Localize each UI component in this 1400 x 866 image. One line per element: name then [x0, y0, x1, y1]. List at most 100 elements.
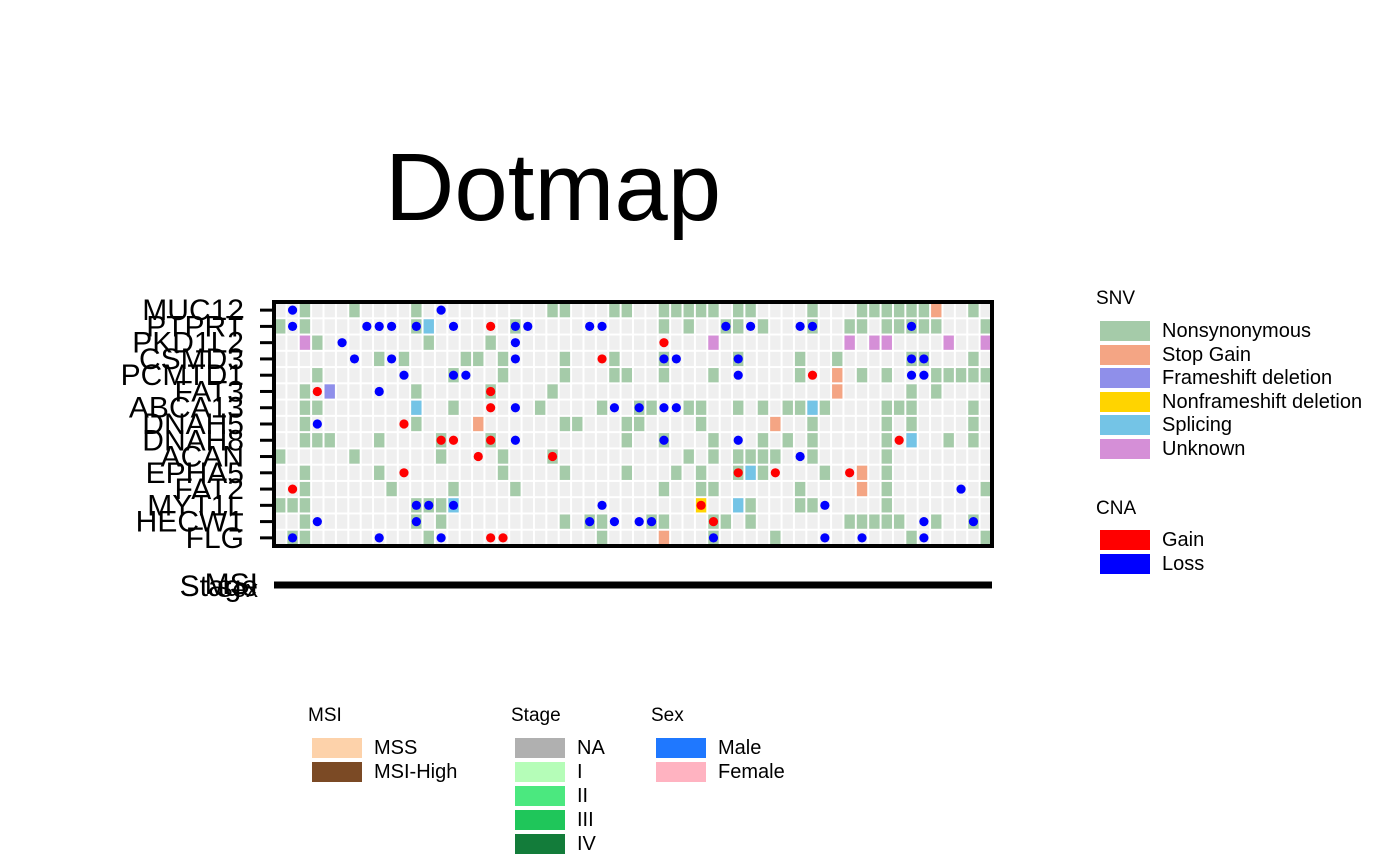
cell-background	[634, 335, 645, 350]
snv-tile-HECW1	[931, 514, 942, 529]
legend-snv-label: Splicing	[1162, 414, 1233, 437]
cell-background	[374, 416, 385, 432]
legend-sex-swatch	[656, 738, 706, 758]
cell-background	[572, 514, 583, 529]
snv-tile-HECW1	[435, 514, 447, 529]
cell-background	[596, 303, 608, 318]
cna-dot-PCMTD1	[919, 370, 929, 380]
cell-background	[832, 303, 843, 318]
legend-sex-label: Male	[718, 737, 762, 759]
cell-background	[473, 514, 484, 529]
cna-dot-HECW1	[411, 517, 421, 527]
cell-background	[757, 416, 769, 432]
cell-background	[968, 449, 979, 464]
cell-background	[807, 514, 818, 529]
cell-background	[609, 465, 620, 480]
cell-background	[584, 384, 595, 399]
cell-background	[844, 368, 855, 383]
snv-tile-PTPRT	[931, 319, 942, 334]
legend-stage-label: II	[577, 785, 589, 807]
cell-background	[832, 335, 843, 350]
gene-label-ACAN: ACAN	[161, 441, 244, 474]
cell-background	[955, 514, 967, 529]
cell-background	[918, 465, 930, 480]
snv-tile-PCMTD1	[559, 368, 571, 383]
snv-tile-HECW1	[745, 514, 756, 529]
snv-tile-ABCA13	[906, 400, 917, 415]
cell-background	[646, 303, 657, 318]
snv-tile-ABCA13	[968, 400, 979, 415]
cell-background	[460, 335, 472, 350]
cell-background	[807, 384, 818, 399]
legend-stage-swatch	[515, 738, 565, 758]
snv-tile-FAT2	[708, 481, 719, 497]
cell-background	[411, 449, 422, 464]
cell-background	[534, 449, 546, 464]
cell-background	[275, 303, 286, 318]
snv-tile-MUC12	[671, 303, 682, 318]
cell-background	[534, 514, 546, 529]
cell-background	[621, 319, 632, 334]
snv-tile-DNAH5	[881, 416, 892, 432]
legend-snv-swatch	[1100, 368, 1150, 389]
cell-background	[361, 498, 373, 513]
legend-stage-label: IV	[577, 833, 596, 855]
cell-background	[312, 465, 323, 480]
cell-background	[522, 384, 533, 399]
snv-tile-FAT2	[510, 481, 521, 497]
cell-background	[782, 335, 793, 350]
cell-background	[869, 449, 880, 464]
cell-background	[782, 481, 793, 497]
cna-dot-ABCA13	[486, 403, 496, 413]
cell-background	[658, 416, 670, 432]
cell-background	[968, 319, 979, 334]
cell-background	[522, 400, 533, 415]
cell-background	[794, 465, 806, 480]
snv-tile-EPHA5	[621, 465, 632, 480]
cell-background	[906, 465, 917, 480]
cell-background	[572, 319, 583, 334]
cell-background	[460, 384, 472, 399]
cell-background	[646, 433, 657, 448]
cell-background	[559, 319, 571, 334]
cell-background	[609, 416, 620, 432]
snv-tile-PTPRT	[658, 319, 670, 334]
snv-tile-CSMD3	[609, 351, 620, 367]
snv-tile-DNAH5	[572, 416, 583, 432]
cell-background	[931, 465, 942, 480]
cell-background	[497, 498, 509, 513]
cell-background	[819, 368, 831, 383]
snv-tile-PKD1L2	[869, 335, 880, 350]
cell-background	[955, 351, 967, 367]
cell-background	[497, 481, 509, 497]
snv-tile-MUC12	[881, 303, 892, 318]
cell-background	[572, 449, 583, 464]
cell-background	[510, 416, 521, 432]
chart-title: Dotmap	[385, 134, 722, 241]
snv-tile-ACAN	[275, 449, 286, 464]
cell-background	[497, 319, 509, 334]
cna-dot-EPHA5	[733, 468, 743, 478]
cell-background	[275, 384, 286, 399]
cell-background	[646, 384, 657, 399]
cell-background	[361, 400, 373, 415]
cell-background	[336, 449, 348, 464]
cell-background	[374, 303, 385, 318]
gene-label-CSMD3: CSMD3	[139, 343, 244, 376]
cell-background	[621, 351, 632, 367]
cell-background	[708, 498, 719, 513]
cna-dot-FLG	[820, 533, 830, 543]
cell-background	[931, 433, 942, 448]
cell-background	[819, 319, 831, 334]
snv-tile-PKD1L2	[312, 335, 323, 350]
cell-background	[374, 498, 385, 513]
cell-background	[584, 416, 595, 432]
cell-background	[844, 351, 855, 367]
cell-background	[522, 449, 533, 464]
cell-background	[856, 416, 868, 432]
cna-dot-HECW1	[609, 517, 620, 527]
cell-background	[745, 351, 756, 367]
cell-background	[980, 416, 991, 432]
cell-background	[695, 351, 707, 367]
snv-tile-FAT3	[832, 384, 843, 399]
